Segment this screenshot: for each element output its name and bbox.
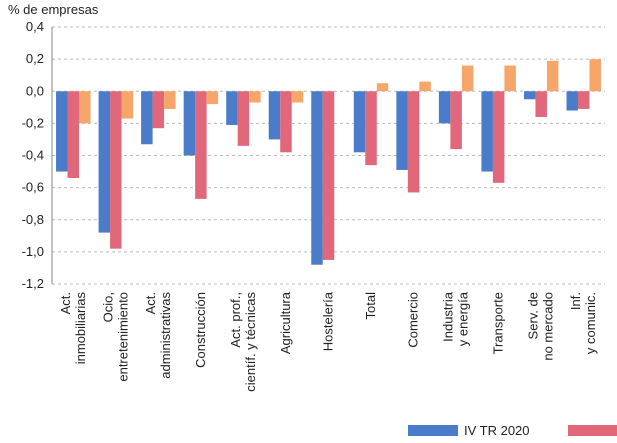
bar: [396, 91, 408, 170]
bar: [268, 91, 281, 140]
bar: [183, 91, 196, 156]
y-tick-label: -0,2: [22, 115, 44, 130]
y-tick-label: -1,2: [22, 276, 44, 291]
bar: [226, 91, 238, 125]
bar: [164, 91, 176, 109]
bar: [535, 91, 547, 117]
bar: [461, 65, 474, 92]
bar: [322, 91, 335, 260]
x-tick-label: Industria: [441, 291, 456, 342]
y-tick-label: -0,8: [22, 212, 44, 227]
x-tick-label: Hostelería: [321, 291, 336, 351]
x-tick-label: Comercio: [406, 292, 421, 348]
bar: [407, 91, 420, 193]
bar: [141, 91, 153, 145]
bar: [566, 91, 578, 111]
bar: [546, 60, 559, 92]
x-tick-label: y energía: [456, 291, 471, 346]
bar: [237, 91, 250, 146]
y-axis-label: % de empresas: [8, 2, 99, 17]
bar: [110, 91, 122, 249]
bar: [121, 91, 134, 119]
y-tick-label: 0,4: [26, 19, 44, 34]
x-tick-label: científ. y técnicas: [243, 292, 258, 392]
x-tick-label: entretenimiento: [115, 292, 130, 382]
x-tick-label: Act.: [58, 292, 73, 314]
legend-swatch: [568, 425, 617, 436]
y-tick-label: 0,0: [26, 83, 44, 98]
x-tick-label: Agricultura: [278, 291, 293, 354]
x-tick-label: Total: [363, 292, 378, 320]
x-tick-label: Ocio,: [100, 292, 115, 322]
x-tick-label: Act. prof.,: [228, 292, 243, 348]
x-tick-label: Serv. de: [526, 292, 541, 339]
bar: [419, 81, 431, 92]
legend-label: IV TR 2020: [464, 423, 530, 438]
bar: [311, 91, 323, 265]
legend-swatch: [408, 425, 458, 436]
y-tick-label: -0,4: [22, 148, 44, 163]
bar: [195, 91, 207, 199]
bar: [523, 91, 536, 100]
bar: [67, 91, 80, 178]
bar: [450, 91, 462, 150]
bar: [280, 91, 292, 153]
y-tick-label: -1,0: [22, 244, 44, 259]
bar: [206, 91, 219, 105]
bar: [365, 91, 377, 166]
bar: [376, 83, 389, 92]
bar: [589, 59, 601, 92]
x-tick-label: Act.: [143, 292, 158, 314]
x-tick-label: Transporte: [491, 292, 506, 354]
x-tick-label: no mercado: [541, 292, 556, 361]
bar: [249, 91, 261, 103]
bar: [291, 91, 304, 103]
bar: [577, 91, 590, 109]
bar: [438, 91, 451, 124]
bar: [492, 91, 505, 183]
bar: [152, 91, 165, 129]
bar: [353, 91, 366, 153]
x-tick-label: Inf.: [568, 292, 583, 310]
bar: [481, 91, 493, 172]
bar: [504, 65, 516, 92]
bar: [56, 91, 68, 172]
y-tick-label: -0,6: [22, 180, 44, 195]
x-tick-label: administrativas: [158, 292, 173, 379]
bar: [79, 91, 91, 124]
bar: [98, 91, 111, 233]
x-tick-label: inmobiliarias: [73, 292, 88, 365]
x-tick-label: y comunic.: [583, 292, 598, 354]
x-tick-label: Construcción: [193, 292, 208, 368]
y-tick-label: 0,2: [26, 51, 44, 66]
